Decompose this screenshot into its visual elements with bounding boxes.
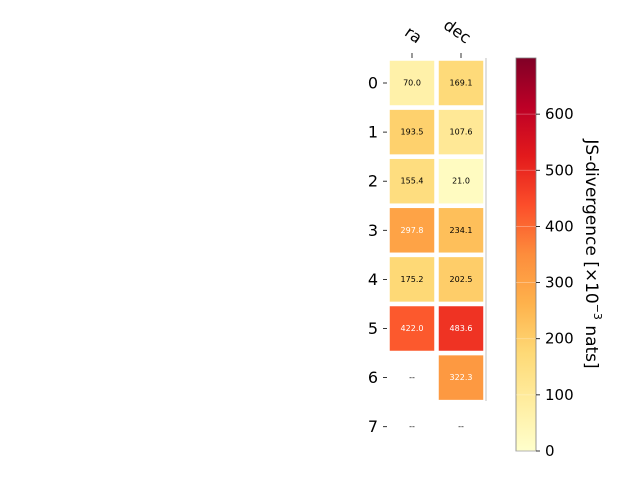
colorbar-title-suffix: nats] (581, 320, 601, 369)
heatmap-cell (437, 353, 485, 402)
cell-value-label: 21.0 (452, 177, 470, 186)
heatmap-grid: 70.0 169.1 193.5 107.6 155.4 21.0 297.8 234.1 17… (388, 58, 487, 431)
colorbar-tick-label: 200 (545, 330, 574, 348)
cell-value-label: 193.5 (401, 128, 424, 137)
heatmap-cell (388, 206, 436, 255)
colorbar-title-exponent: −3 (591, 304, 604, 320)
cell-value-label: 169.1 (450, 79, 473, 88)
heatmap-cell (388, 157, 436, 205)
column-tick-labels: ra dec (401, 15, 475, 58)
heatmap-cell (388, 59, 436, 107)
cell-value-label: 422.0 (401, 324, 424, 333)
heatmap-cell (437, 157, 485, 205)
heatmap-cell (388, 255, 436, 304)
row-tick-label: 5 (368, 319, 378, 338)
colorbar-title-prefix: JS-divergence [×10 (581, 138, 601, 303)
colorbar-tick-label: 0 (545, 442, 555, 460)
cell-value-label: 155.4 (401, 177, 424, 186)
colorbar-tick-label: 600 (545, 105, 574, 123)
cell-value-label: 483.6 (450, 324, 473, 333)
row-tick-label: 7 (368, 417, 378, 436)
colorbar-tick-label: 500 (545, 161, 574, 179)
row-tick-label: 6 (368, 368, 378, 387)
colorbar-title: JS-divergence [×10−3 nats] (581, 138, 604, 368)
cell-value-label: 70.0 (403, 79, 421, 88)
heatmap-cell (437, 59, 485, 107)
heatmap-cell (437, 108, 485, 156)
row-tick-label: 4 (368, 270, 378, 289)
heatmap-cell (388, 108, 436, 156)
colorbar-tick-label: 300 (545, 274, 574, 292)
cell-value-label: 297.8 (401, 226, 424, 235)
cell-value-label: 175.2 (401, 275, 424, 284)
colorbar (515, 57, 537, 452)
row-tick-label: 2 (368, 172, 378, 191)
row-tick-labels: 0 1 2 3 4 5 6 7 (368, 74, 387, 436)
colorbar-tick-label: 100 (545, 386, 574, 404)
row-tick-label: 3 (368, 221, 378, 240)
heatmap-cell (437, 304, 485, 353)
cell-value-label: -- (458, 422, 464, 431)
cell-value-label: 234.1 (450, 226, 473, 235)
colorbar-gradient (515, 57, 537, 452)
cell-value-label: 322.3 (450, 373, 473, 382)
heatmap-cell (437, 255, 485, 304)
cell-value-label: -- (409, 373, 415, 382)
column-tick-label: dec (440, 15, 474, 47)
heatmap-cell (388, 304, 436, 353)
colorbar-tick-label: 400 (545, 217, 574, 235)
heatmap-cell (437, 206, 485, 255)
cell-value-label: 202.5 (450, 275, 473, 284)
row-tick-label: 0 (368, 74, 378, 93)
row-tick-label: 1 (368, 123, 378, 142)
column-tick-label: ra (401, 22, 425, 47)
cell-value-label: 107.6 (450, 128, 473, 137)
cell-value-label: -- (409, 422, 415, 431)
colorbar-ticks: 0 100 200 300 400 500 600 (516, 105, 574, 460)
